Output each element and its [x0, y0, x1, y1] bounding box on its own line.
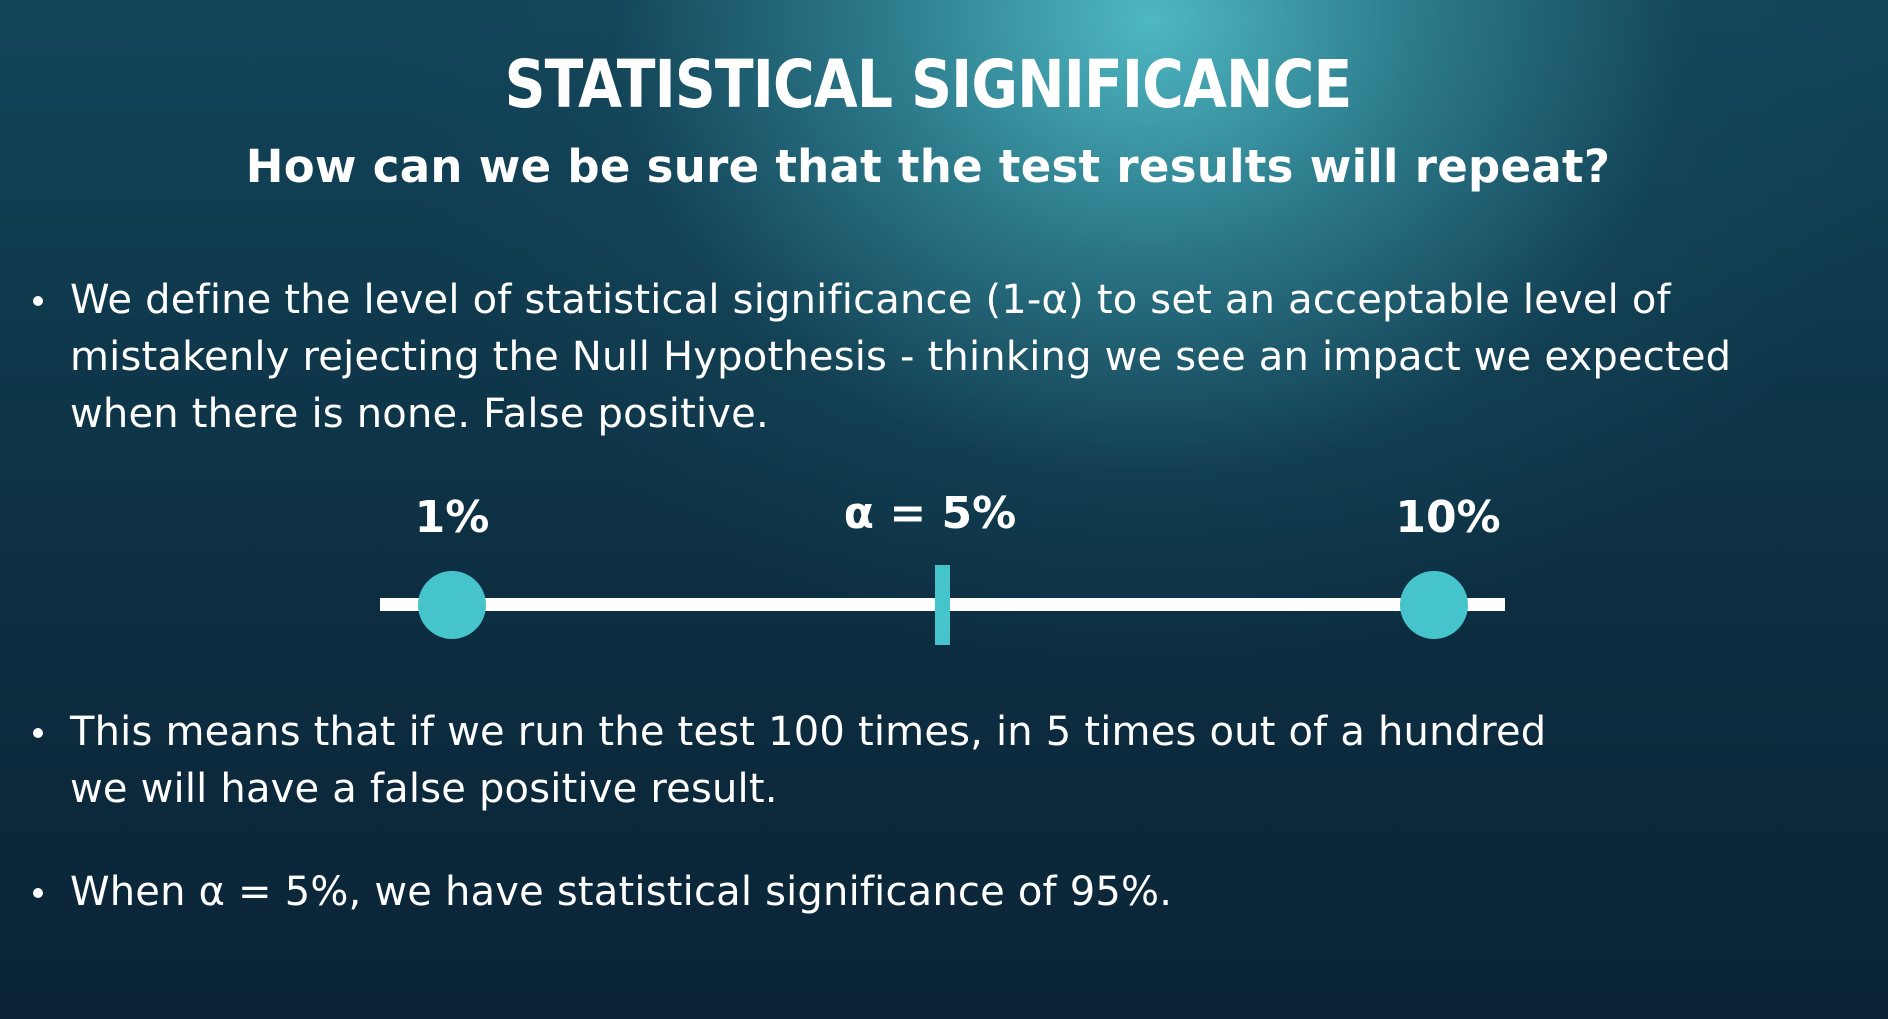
- bullet-dot-icon: [33, 888, 43, 898]
- scale-marker-right: [1400, 571, 1468, 639]
- scale-label-left: 1%: [414, 492, 490, 543]
- bullet-text: When α = 5%, we have statistical signifi…: [70, 869, 1173, 915]
- scale-label-right: 10%: [1395, 492, 1501, 543]
- bullet-item-meaning: This means that if we run the test 100 t…: [33, 704, 1570, 818]
- scale-marker-left: [418, 571, 486, 639]
- bullet-text: This means that if we run the test 100 t…: [70, 709, 1547, 812]
- slide-title: STATISTICAL SIGNIFICANCE: [504, 46, 1353, 123]
- slide-subtitle: How can we be sure that the test results…: [245, 140, 1611, 193]
- bullet-item-example: When α = 5%, we have statistical signifi…: [33, 864, 1570, 921]
- alpha-scale: 1% α = 5% 10%: [0, 480, 1888, 660]
- bullet-item-definition: We define the level of statistical signi…: [33, 272, 1750, 443]
- bullet-dot-icon: [33, 728, 43, 738]
- bullet-dot-icon: [33, 296, 43, 306]
- scale-label-center: α = 5%: [843, 488, 1017, 539]
- scale-tick-center: [935, 565, 950, 645]
- bullet-text: We define the level of statistical signi…: [70, 277, 1732, 437]
